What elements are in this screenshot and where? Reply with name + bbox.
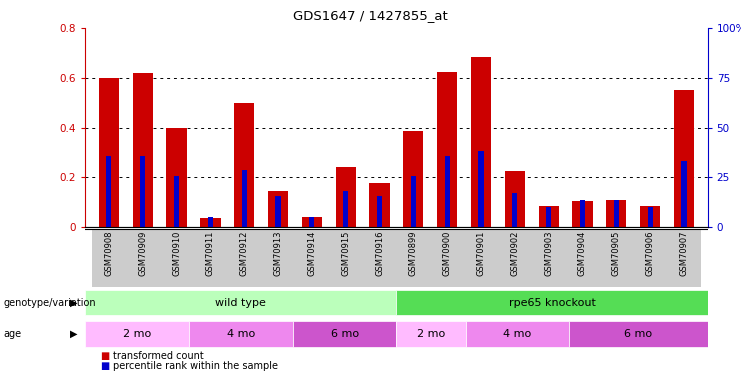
Bar xyxy=(464,229,498,287)
Bar xyxy=(546,207,551,227)
Bar xyxy=(85,321,189,346)
Text: transformed count: transformed count xyxy=(113,351,204,361)
Text: GSM70907: GSM70907 xyxy=(679,231,688,276)
Bar xyxy=(505,171,525,227)
Bar xyxy=(295,229,329,287)
Text: 2 mo: 2 mo xyxy=(417,329,445,339)
Bar xyxy=(682,161,686,227)
Bar xyxy=(396,290,708,315)
Bar xyxy=(107,156,111,227)
Bar xyxy=(227,229,261,287)
Bar xyxy=(396,321,465,346)
Text: 2 mo: 2 mo xyxy=(123,329,151,339)
Bar xyxy=(437,72,457,227)
Bar xyxy=(159,229,193,287)
Text: GDS1647 / 1427855_at: GDS1647 / 1427855_at xyxy=(293,9,448,22)
Bar xyxy=(667,229,701,287)
Bar xyxy=(85,290,396,315)
Text: rpe65 knockout: rpe65 knockout xyxy=(508,298,596,308)
Bar xyxy=(167,128,187,227)
Bar xyxy=(396,229,431,287)
Text: GSM70901: GSM70901 xyxy=(476,231,485,276)
Bar xyxy=(242,170,247,227)
Text: GSM70912: GSM70912 xyxy=(239,231,249,276)
Bar xyxy=(634,229,667,287)
Text: GSM70910: GSM70910 xyxy=(172,231,181,276)
Text: GSM70916: GSM70916 xyxy=(375,231,384,276)
Bar xyxy=(268,191,288,227)
Bar xyxy=(599,229,634,287)
Bar xyxy=(606,200,626,227)
Bar xyxy=(614,200,619,227)
Bar xyxy=(92,229,126,287)
Bar xyxy=(498,229,532,287)
Bar xyxy=(336,167,356,227)
Bar xyxy=(126,229,159,287)
Bar xyxy=(539,206,559,227)
Text: 4 mo: 4 mo xyxy=(503,329,531,339)
Bar xyxy=(302,217,322,227)
Bar xyxy=(411,176,416,227)
Bar xyxy=(445,156,450,227)
Text: 6 mo: 6 mo xyxy=(330,329,359,339)
Bar xyxy=(580,200,585,227)
Bar xyxy=(572,201,593,227)
Bar xyxy=(640,206,660,227)
Text: GSM70906: GSM70906 xyxy=(645,231,654,276)
Text: GSM70908: GSM70908 xyxy=(104,231,113,276)
Bar xyxy=(276,196,281,227)
Bar xyxy=(648,207,653,227)
Bar xyxy=(200,218,221,227)
Bar xyxy=(293,321,396,346)
Bar xyxy=(369,183,390,227)
Bar xyxy=(362,229,396,287)
Text: GSM70899: GSM70899 xyxy=(409,231,418,276)
Text: percentile rank within the sample: percentile rank within the sample xyxy=(113,361,279,370)
Text: ■: ■ xyxy=(100,351,109,361)
Bar xyxy=(261,229,295,287)
Text: wild type: wild type xyxy=(216,298,266,308)
Text: GSM70915: GSM70915 xyxy=(341,231,350,276)
Bar xyxy=(565,229,599,287)
Text: GSM70911: GSM70911 xyxy=(206,231,215,276)
Bar xyxy=(343,191,348,227)
Text: GSM70904: GSM70904 xyxy=(578,231,587,276)
Text: ▶: ▶ xyxy=(70,298,78,308)
Bar xyxy=(377,196,382,227)
Bar xyxy=(309,217,314,227)
Bar xyxy=(207,217,213,227)
Text: 6 mo: 6 mo xyxy=(625,329,653,339)
Text: age: age xyxy=(4,329,21,339)
Bar xyxy=(329,229,362,287)
Bar xyxy=(569,321,708,346)
Text: ▶: ▶ xyxy=(70,329,78,339)
Text: ■: ■ xyxy=(100,361,109,370)
Text: genotype/variation: genotype/variation xyxy=(4,298,96,308)
Bar xyxy=(99,78,119,227)
Bar xyxy=(479,151,484,227)
Bar xyxy=(465,321,569,346)
Text: GSM70914: GSM70914 xyxy=(308,231,316,276)
Text: GSM70905: GSM70905 xyxy=(612,231,621,276)
Bar xyxy=(431,229,464,287)
Text: GSM70902: GSM70902 xyxy=(511,231,519,276)
Text: 4 mo: 4 mo xyxy=(227,329,255,339)
Bar xyxy=(174,176,179,227)
Bar xyxy=(674,90,694,227)
Bar xyxy=(140,156,145,227)
Bar xyxy=(234,103,254,227)
Bar xyxy=(133,73,153,227)
Text: GSM70900: GSM70900 xyxy=(442,231,452,276)
Text: GSM70909: GSM70909 xyxy=(139,231,147,276)
Bar xyxy=(471,57,491,227)
Bar xyxy=(193,229,227,287)
Text: GSM70913: GSM70913 xyxy=(273,231,282,276)
Bar xyxy=(532,229,565,287)
Bar xyxy=(512,194,517,227)
Bar xyxy=(403,131,424,227)
Text: GSM70903: GSM70903 xyxy=(544,231,554,276)
Bar xyxy=(189,321,293,346)
